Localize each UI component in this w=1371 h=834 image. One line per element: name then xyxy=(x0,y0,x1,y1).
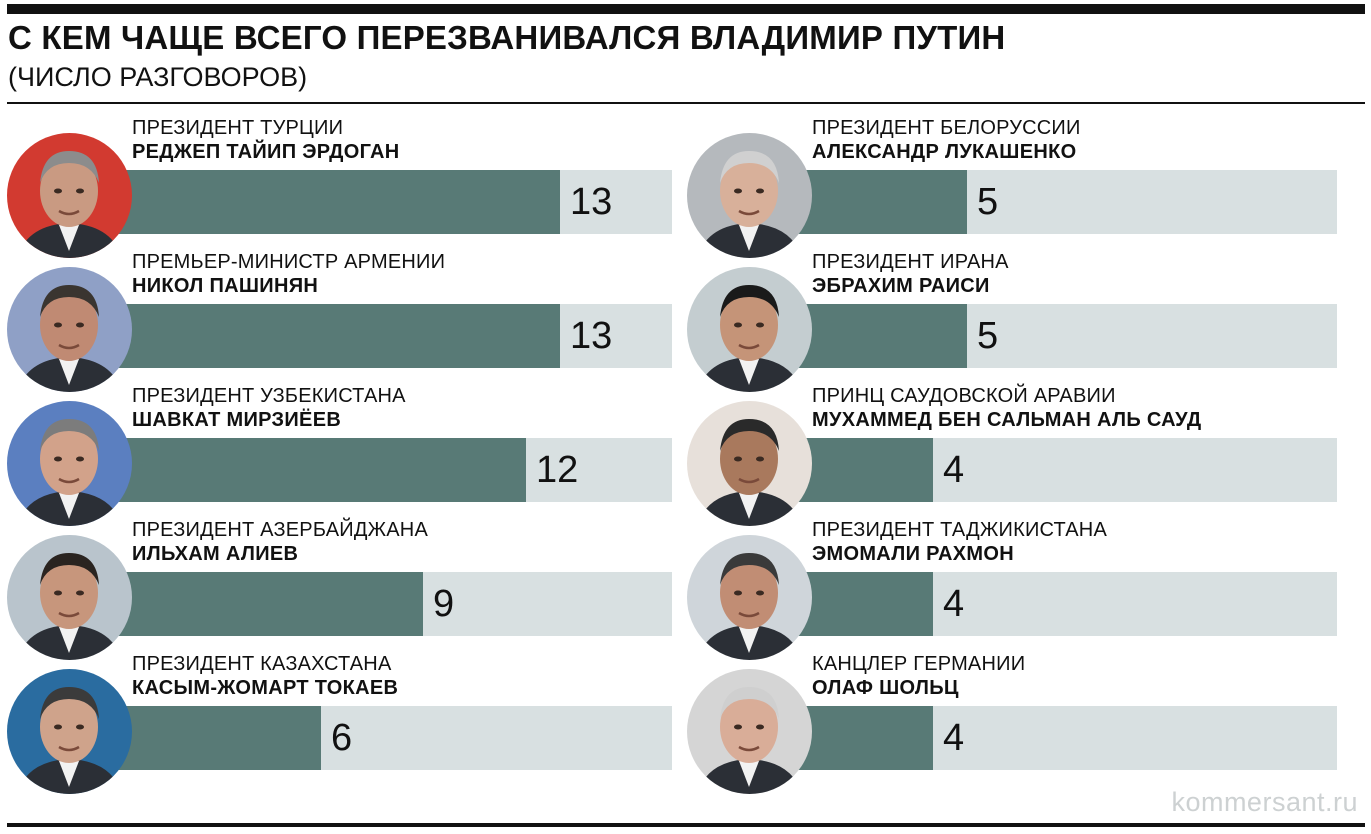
entry-name-label: ИЛЬХАМ АЛИЕВ xyxy=(132,543,298,566)
entry-role-label: ПРИНЦ САУДОВСКОЙ АРАВИИ xyxy=(812,385,1116,408)
portrait-eye-left xyxy=(54,591,62,596)
chart-title: С КЕМ ЧАЩЕ ВСЕГО ПЕРЕЗВАНИВАЛСЯ ВЛАДИМИР… xyxy=(8,19,1005,57)
entry-name-label: АЛЕКСАНДР ЛУКАШЕНКО xyxy=(812,141,1076,164)
top-rule xyxy=(7,4,1365,14)
chart-entry: ПРИНЦ САУДОВСКОЙ АРАВИИ МУХАММЕД БЕН САЛЬ… xyxy=(687,371,1347,505)
bar-value-label: 6 xyxy=(331,706,352,770)
chart-entry: ПРЕЗИДЕНТ ИРАНА ЭБРАХИМ РАИСИ 5 xyxy=(687,237,1347,371)
bar-track: 4 xyxy=(797,572,1337,636)
portrait-eye-right xyxy=(756,725,764,730)
bar-value-label: 4 xyxy=(943,706,964,770)
portrait-eye-left xyxy=(54,323,62,328)
entry-name-label: ЭМОМАЛИ РАХМОН xyxy=(812,543,1014,566)
portrait-eye-right xyxy=(76,189,84,194)
portrait-eye-right xyxy=(76,725,84,730)
bar-value-label: 5 xyxy=(977,170,998,234)
portrait-eye-right xyxy=(76,457,84,462)
portrait-eye-right xyxy=(756,323,764,328)
bar-track: 4 xyxy=(797,706,1337,770)
entry-name-label: КАСЫМ-ЖОМАРТ ТОКАЕВ xyxy=(132,677,398,700)
portrait-eye-right xyxy=(76,323,84,328)
bottom-rule xyxy=(7,823,1365,827)
bar-value-label: 12 xyxy=(536,438,578,502)
chart-entry: ПРЕЗИДЕНТ ТУРЦИИ РЕДЖЕП ТАЙИП ЭРДОГАН 13 xyxy=(7,103,667,237)
bar-value-label: 13 xyxy=(570,170,612,234)
bar xyxy=(797,438,933,502)
portrait-eye-right xyxy=(76,591,84,596)
bar-value-label: 13 xyxy=(570,304,612,368)
portrait-eye-left xyxy=(734,189,742,194)
portrait-eye-right xyxy=(756,591,764,596)
chart-entry: КАНЦЛЕР ГЕРМАНИИ ОЛАФ ШОЛЬЦ 4 xyxy=(687,639,1347,773)
entry-role-label: ПРЕЗИДЕНТ БЕЛОРУССИИ xyxy=(812,117,1081,140)
chart-entry: ПРЕЗИДЕНТ АЗЕРБАЙДЖАНА ИЛЬХАМ АЛИЕВ 9 xyxy=(7,505,667,639)
portrait-eye-left xyxy=(734,591,742,596)
entry-role-label: ПРЕМЬЕР-МИНИСТР АРМЕНИИ xyxy=(132,251,445,274)
bar xyxy=(117,438,526,502)
bar-value-label: 5 xyxy=(977,304,998,368)
portrait-eye-left xyxy=(734,323,742,328)
bar-value-label: 4 xyxy=(943,438,964,502)
bar xyxy=(797,304,967,368)
bar xyxy=(797,170,967,234)
bar-track: 5 xyxy=(797,304,1337,368)
bar-track: 13 xyxy=(117,304,672,368)
bar-track: 13 xyxy=(117,170,672,234)
bar xyxy=(117,304,560,368)
portrait-scholz xyxy=(687,669,812,794)
entry-name-label: МУХАММЕД БЕН САЛЬМАН АЛЬ САУД xyxy=(812,409,1201,432)
chart-entry: ПРЕЗИДЕНТ БЕЛОРУССИИ АЛЕКСАНДР ЛУКАШЕНКО 5 xyxy=(687,103,1347,237)
entry-role-label: ПРЕЗИДЕНТ АЗЕРБАЙДЖАНА xyxy=(132,519,428,542)
bar xyxy=(117,170,560,234)
entry-role-label: ПРЕЗИДЕНТ КАЗАХСТАНА xyxy=(132,653,392,676)
entry-name-label: ЭБРАХИМ РАИСИ xyxy=(812,275,990,298)
bar-track: 9 xyxy=(117,572,672,636)
entry-role-label: ПРЕЗИДЕНТ ИРАНА xyxy=(812,251,1009,274)
entry-role-label: ПРЕЗИДЕНТ УЗБЕКИСТАНА xyxy=(132,385,406,408)
portrait-eye-right xyxy=(756,457,764,462)
entry-role-label: ПРЕЗИДЕНТ ТУРЦИИ xyxy=(132,117,343,140)
watermark: kommersant.ru xyxy=(1171,787,1358,818)
bar-track: 12 xyxy=(117,438,672,502)
bar xyxy=(797,706,933,770)
bar xyxy=(117,572,423,636)
bar xyxy=(797,572,933,636)
chart-entry: ПРЕЗИДЕНТ ТАДЖИКИСТАНА ЭМОМАЛИ РАХМОН 4 xyxy=(687,505,1347,639)
entry-name-label: НИКОЛ ПАШИНЯН xyxy=(132,275,318,298)
entry-name-label: ШАВКАТ МИРЗИЁЕВ xyxy=(132,409,341,432)
entry-role-label: КАНЦЛЕР ГЕРМАНИИ xyxy=(812,653,1025,676)
portrait-eye-left xyxy=(734,725,742,730)
chart-entry: ПРЕЗИДЕНТ КАЗАХСТАНА КАСЫМ-ЖОМАРТ ТОКАЕВ 6 xyxy=(7,639,667,773)
chart-entry: ПРЕМЬЕР-МИНИСТР АРМЕНИИ НИКОЛ ПАШИНЯН 13 xyxy=(7,237,667,371)
portrait-eye-left xyxy=(54,189,62,194)
portrait-eye-right xyxy=(756,189,764,194)
portrait-eye-left xyxy=(54,725,62,730)
entry-role-label: ПРЕЗИДЕНТ ТАДЖИКИСТАНА xyxy=(812,519,1107,542)
entry-name-label: ОЛАФ ШОЛЬЦ xyxy=(812,677,959,700)
chart-entry: ПРЕЗИДЕНТ УЗБЕКИСТАНА ШАВКАТ МИРЗИЁЕВ 12 xyxy=(7,371,667,505)
bar-track: 4 xyxy=(797,438,1337,502)
bar-value-label: 9 xyxy=(433,572,454,636)
bar xyxy=(117,706,321,770)
portrait-tokayev xyxy=(7,669,132,794)
entry-name-label: РЕДЖЕП ТАЙИП ЭРДОГАН xyxy=(132,141,399,164)
bar-track: 6 xyxy=(117,706,672,770)
portrait-eye-left xyxy=(54,457,62,462)
bar-value-label: 4 xyxy=(943,572,964,636)
portrait-eye-left xyxy=(734,457,742,462)
bar-track: 5 xyxy=(797,170,1337,234)
chart-subtitle: (ЧИСЛО РАЗГОВОРОВ) xyxy=(8,62,307,93)
